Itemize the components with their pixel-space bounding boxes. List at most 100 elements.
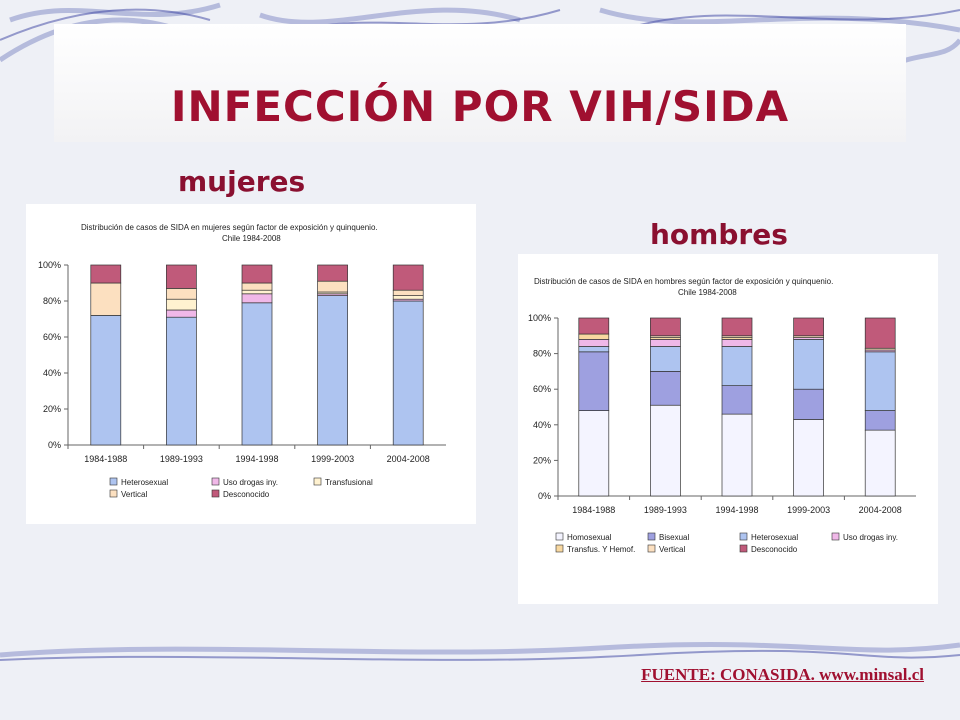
bar-segment-uso-drogas-iny- bbox=[721, 339, 753, 347]
legend-swatch bbox=[739, 532, 748, 541]
legend-swatch bbox=[831, 532, 840, 541]
legend-label: Transfus. Y Hemof. bbox=[567, 545, 635, 554]
bar-segment-uso-drogas-iny- bbox=[241, 293, 273, 304]
legend-label: Uso drogas iny. bbox=[843, 533, 898, 542]
x-tick-label: 1999-2003 bbox=[787, 505, 830, 515]
bar-segment-desconocido bbox=[392, 264, 424, 291]
y-tick-label: 100% bbox=[528, 313, 551, 323]
chart-subtitle: Chile 1984-2008 bbox=[678, 288, 737, 297]
bar-segment-vertical bbox=[90, 282, 122, 316]
legend-swatch bbox=[647, 544, 656, 553]
bar-segment-bisexual bbox=[650, 371, 681, 406]
legend-swatch bbox=[555, 544, 564, 553]
y-tick-label: 40% bbox=[43, 368, 61, 378]
y-tick-label: 60% bbox=[43, 332, 61, 342]
bar-segment-heterosexual bbox=[650, 346, 681, 372]
y-tick-label: 60% bbox=[533, 384, 551, 394]
chart-title: Distribución de casos de SIDA en mujeres… bbox=[81, 223, 378, 232]
legend-label: Uso drogas iny. bbox=[223, 478, 278, 487]
legend-label: Desconocido bbox=[223, 490, 270, 499]
bar-segment-bisexual bbox=[793, 388, 824, 420]
legend-swatch bbox=[555, 532, 564, 541]
y-tick-label: 20% bbox=[43, 404, 61, 414]
chart-subtitle: Chile 1984-2008 bbox=[222, 234, 281, 243]
bar-segment-transfusional bbox=[166, 298, 197, 311]
bar-segment-transfusional bbox=[392, 295, 424, 300]
bar-segment-vertical bbox=[166, 288, 197, 300]
y-tick-label: 0% bbox=[48, 440, 61, 450]
chart-title: Distribución de casos de SIDA en hombres… bbox=[534, 277, 833, 286]
title-box bbox=[54, 24, 906, 142]
bar-segment-desconocido bbox=[793, 317, 824, 337]
bar-segment-bisexual bbox=[864, 410, 896, 431]
bar-segment-desconocido bbox=[241, 264, 273, 284]
bar-segment-homosexual bbox=[864, 429, 896, 497]
bar-segment-desconocido bbox=[317, 264, 348, 282]
bar-segment-uso-drogas-iny- bbox=[650, 339, 681, 347]
bar-segment-heterosexual bbox=[578, 346, 610, 353]
x-tick-label: 1994-1998 bbox=[715, 505, 758, 515]
bar-segment-vertical bbox=[241, 282, 273, 291]
y-tick-label: 20% bbox=[533, 455, 551, 465]
y-tick-label: 80% bbox=[43, 296, 61, 306]
legend-label: Vertical bbox=[659, 545, 685, 554]
bar-segment-heterosexual bbox=[793, 339, 824, 390]
legend-swatch bbox=[211, 489, 220, 498]
legend-label: Homosexual bbox=[567, 533, 612, 542]
bar-segment-heterosexual bbox=[864, 351, 896, 411]
y-tick-label: 80% bbox=[533, 349, 551, 359]
bar-segment-desconocido bbox=[578, 317, 610, 335]
bar-segment-heterosexual bbox=[317, 295, 348, 446]
bar-segment-uso-drogas-iny- bbox=[578, 339, 610, 347]
legend-label: Vertical bbox=[121, 490, 147, 499]
legend-label: Heterosexual bbox=[121, 478, 168, 487]
legend-label: Desconocido bbox=[751, 545, 798, 554]
bar-segment-bisexual bbox=[721, 385, 753, 415]
bar-segment-transfus-y-hemof- bbox=[578, 333, 610, 340]
bar-segment-heterosexual bbox=[241, 302, 273, 446]
x-tick-label: 2004-2008 bbox=[387, 454, 430, 464]
legend-swatch bbox=[109, 489, 118, 498]
bar-segment-transfusional bbox=[241, 289, 273, 295]
y-tick-label: 40% bbox=[533, 420, 551, 430]
label-men: hombres bbox=[650, 218, 788, 251]
bar-segment-homosexual bbox=[650, 404, 681, 497]
source-note: FUENTE: CONASIDA. www.minsal.cl bbox=[641, 665, 924, 684]
bar-segment-homosexual bbox=[721, 413, 753, 497]
bar-segment-bisexual bbox=[578, 351, 610, 411]
bar-segment-desconocido bbox=[650, 317, 681, 337]
bar-segment-heterosexual bbox=[721, 346, 753, 386]
x-tick-label: 1999-2003 bbox=[311, 454, 354, 464]
y-tick-label: 0% bbox=[538, 491, 551, 501]
bar-segment-desconocido bbox=[864, 317, 896, 349]
legend-swatch bbox=[109, 477, 118, 486]
bar-segment-desconocido bbox=[721, 317, 753, 337]
bar-segment-heterosexual bbox=[392, 300, 424, 446]
bar-segment-heterosexual bbox=[90, 315, 122, 446]
legend-label: Heterosexual bbox=[751, 533, 798, 542]
chart-panel-women: Distribución de casos de SIDA en mujeres… bbox=[26, 204, 476, 524]
legend-swatch bbox=[739, 544, 748, 553]
legend-label: Transfusional bbox=[325, 478, 373, 487]
bar-segment-homosexual bbox=[793, 419, 824, 497]
legend-swatch bbox=[313, 477, 322, 486]
chart-women: Distribución de casos de SIDA en mujeres… bbox=[38, 223, 446, 499]
bar-segment-vertical bbox=[317, 280, 348, 293]
bar-segment-heterosexual bbox=[166, 316, 197, 446]
x-tick-label: 1984-1988 bbox=[84, 454, 127, 464]
bar-segment-vertical bbox=[392, 289, 424, 296]
chart-men: Distribución de casos de SIDA en hombres… bbox=[528, 277, 916, 554]
bar-segment-homosexual bbox=[578, 410, 610, 497]
x-tick-label: 1984-1988 bbox=[572, 505, 615, 515]
legend-label: Bisexual bbox=[659, 533, 689, 542]
bar-segment-desconocido bbox=[90, 264, 122, 284]
bar-segment-desconocido bbox=[166, 264, 197, 289]
chart-panel-men: Distribución de casos de SIDA en hombres… bbox=[518, 254, 938, 604]
x-tick-label: 1989-1993 bbox=[644, 505, 687, 515]
x-tick-label: 2004-2008 bbox=[859, 505, 902, 515]
legend-swatch bbox=[211, 477, 220, 486]
x-tick-label: 1994-1998 bbox=[235, 454, 278, 464]
y-tick-label: 100% bbox=[38, 260, 61, 270]
legend-swatch bbox=[647, 532, 656, 541]
